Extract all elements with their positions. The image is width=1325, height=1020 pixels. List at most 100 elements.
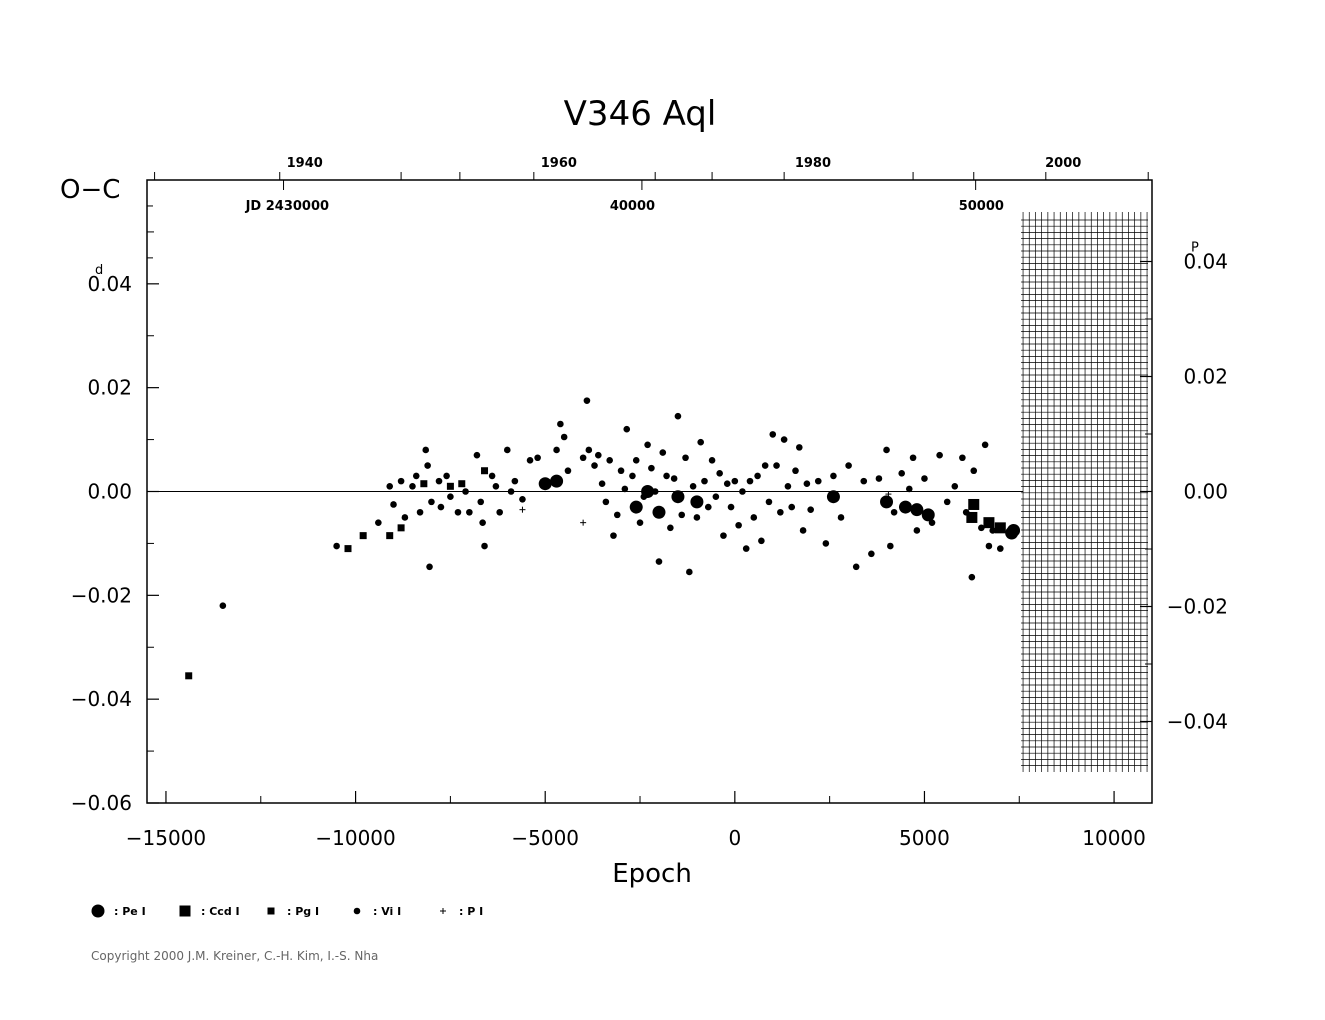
axes: −15000 −10000 −5000 0 5000 10000 0.04 0.02 0.00 −… [71,156,1228,850]
data-point [765,498,773,506]
data-point [591,462,598,469]
data-point [910,503,924,517]
data-point [814,477,822,485]
data-point [970,467,978,475]
data-point [598,480,606,488]
data-point [344,545,352,553]
legend-marker [353,907,361,915]
data-point [557,420,564,428]
data-point [648,464,655,472]
grid-region [1021,212,1148,772]
data-point [437,503,445,511]
data-point [742,545,750,552]
data-point [443,472,450,480]
data-point [550,474,564,488]
chart-title: V346 Aql [564,94,717,134]
data-point [386,483,394,490]
data-point [885,491,892,498]
data-point [397,524,405,532]
data-point [564,467,572,475]
y-tick-label: −0.02 [71,583,132,607]
data-point [773,462,780,469]
data-point [720,532,727,539]
legend-marker [91,904,105,918]
data-point [375,519,382,526]
data-point [769,431,777,438]
legend-label: : Pe I [114,905,146,918]
data-point [583,397,591,404]
top-year-label: 2000 [1045,156,1081,171]
data-point [652,505,666,519]
data-point [936,451,943,459]
data-point [632,457,640,464]
data-point [909,454,917,462]
data-point [994,522,1006,534]
data-point [462,488,469,495]
data-point [959,454,966,462]
data-point [690,495,704,509]
data-point [667,524,674,532]
data-point [412,472,420,480]
data-point [503,446,511,454]
data-point [606,457,613,464]
data-point [473,451,481,459]
data-point [830,472,837,480]
data-point [968,498,980,510]
top-jd-label: JD 2430000 [245,199,329,214]
data-point [746,477,754,485]
data-point [968,573,976,581]
data-point [852,563,860,571]
data-point [845,462,852,469]
data-point [887,542,894,550]
data-point [898,500,912,514]
data-point [488,472,496,480]
data-point [701,477,708,485]
data-point [623,425,631,433]
legend-label: : P I [459,905,483,918]
data-point [613,511,621,519]
data-point [538,477,552,491]
y-axis-label: O−C [60,175,120,205]
data-point [951,483,959,490]
x-tick-label: −15000 [126,826,206,850]
x-tick-label: 10000 [1082,826,1146,850]
data-point [913,527,921,534]
data-point [689,483,697,490]
data-point [651,488,659,495]
legend: : Pe I: Ccd I: Pg I: Vi I: P I [91,904,483,918]
data-point [629,500,643,514]
right-y-tick-label: 0.02 [1183,365,1228,389]
data-point [447,493,454,500]
x-tick-label: 5000 [899,826,950,850]
y-unit-left: d [95,263,103,278]
x-tick-label: 0 [728,826,741,850]
data-point [185,672,193,680]
data-point [386,532,394,540]
data-point [686,568,693,576]
data-point [424,462,431,469]
data-point [754,472,761,480]
data-point [674,412,682,420]
data-point [526,457,534,464]
data-point [492,483,500,490]
data-point [792,467,799,475]
copyright-text: Copyright 2000 J.M. Kreiner, C.-H. Kim, … [91,949,378,963]
data-point [943,498,951,506]
right-y-tick-label: 0.04 [1183,250,1228,274]
legend-label: : Ccd I [201,905,240,918]
data-point [966,511,978,523]
right-y-tick-label: −0.04 [1167,710,1228,734]
data-point [479,519,486,526]
data-point [553,446,560,454]
data-point [422,446,430,454]
data-point [610,532,617,539]
data-point [921,508,935,522]
data-point [723,480,731,488]
data-point [390,501,397,508]
data-point [409,483,416,490]
data-point [712,493,720,500]
data-point [454,508,462,516]
data-point [659,449,667,456]
data-point [477,498,485,506]
